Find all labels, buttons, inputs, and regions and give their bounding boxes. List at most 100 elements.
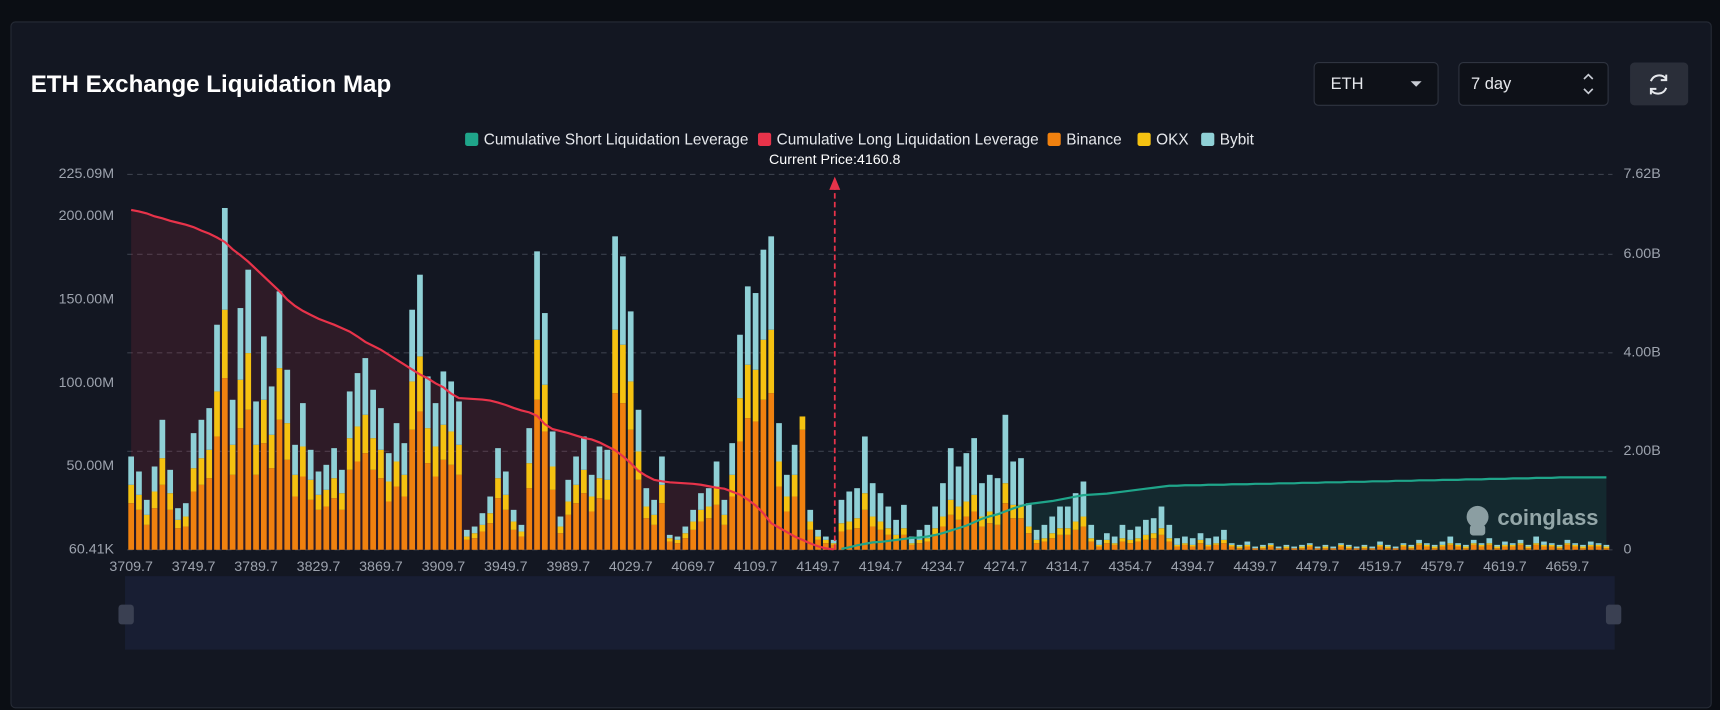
bar-segment bbox=[846, 521, 853, 530]
bar-segment bbox=[1228, 546, 1235, 550]
bar-segment bbox=[1424, 546, 1430, 550]
bar-segment bbox=[1603, 546, 1610, 549]
bar-segment bbox=[947, 514, 954, 550]
bar-segment bbox=[463, 529, 470, 537]
x-tick-label: 4274.7 bbox=[984, 559, 1028, 575]
bar-segment bbox=[1228, 544, 1235, 547]
y-tick-label: 50.00M bbox=[67, 458, 115, 474]
x-tick-label: 4069.7 bbox=[671, 559, 715, 575]
bars bbox=[128, 207, 1610, 550]
bar-segment bbox=[713, 504, 720, 550]
select-box[interactable] bbox=[1458, 62, 1609, 106]
bar-segment bbox=[214, 324, 220, 392]
bar-segment bbox=[206, 449, 213, 479]
bar-segment bbox=[557, 533, 564, 550]
legend-item[interactable]: Binance bbox=[1047, 132, 1122, 149]
bar-segment bbox=[1018, 504, 1024, 519]
bar-segment bbox=[1470, 543, 1477, 545]
bar-segment bbox=[1236, 546, 1243, 549]
bar-segment bbox=[1010, 518, 1017, 550]
legend-item[interactable]: Bybit bbox=[1201, 132, 1255, 149]
bar-segment bbox=[651, 499, 657, 515]
select-value[interactable]: ETH bbox=[1331, 75, 1364, 93]
bar-segment bbox=[479, 513, 486, 525]
bar-segment bbox=[1502, 544, 1508, 547]
legend-item[interactable]: Cumulative Long Liquidation Leverage bbox=[757, 132, 1039, 149]
bar-segment bbox=[1096, 546, 1102, 550]
bar-segment bbox=[1119, 524, 1126, 539]
bar-segment bbox=[744, 418, 751, 550]
bar-segment bbox=[674, 543, 681, 550]
bar-segment bbox=[799, 429, 806, 550]
bar-segment bbox=[245, 269, 252, 354]
bar-segment bbox=[1135, 526, 1141, 539]
bar-segment bbox=[635, 479, 642, 550]
slider-handle[interactable] bbox=[1605, 604, 1622, 625]
x-tick-label: 3949.7 bbox=[484, 559, 528, 575]
range-slider[interactable] bbox=[118, 576, 1622, 650]
bar-segment bbox=[1221, 529, 1227, 540]
bar-segment bbox=[776, 461, 782, 487]
bar-segment bbox=[1455, 544, 1461, 547]
bar-segment bbox=[908, 536, 915, 544]
bar-segment bbox=[838, 531, 845, 550]
slider-handle[interactable] bbox=[118, 604, 134, 625]
bar-segment bbox=[1345, 544, 1352, 547]
bar-segment bbox=[690, 521, 697, 530]
bar-segment bbox=[916, 529, 923, 540]
bar-segment bbox=[1260, 546, 1266, 549]
bar-segment bbox=[659, 484, 665, 504]
bar-segment bbox=[339, 469, 345, 494]
bar-segment bbox=[1525, 546, 1532, 549]
bar-segment bbox=[1143, 539, 1149, 550]
select-box[interactable] bbox=[1313, 62, 1439, 106]
x-tick-label: 3709.7 bbox=[109, 559, 153, 575]
bar-segment bbox=[994, 524, 1001, 550]
current-price-arrow bbox=[829, 176, 841, 190]
bar-segment bbox=[518, 536, 525, 550]
bar-segment bbox=[783, 496, 790, 512]
bar-segment bbox=[300, 403, 306, 447]
refresh-button[interactable] bbox=[1630, 62, 1689, 106]
bar-segment bbox=[1119, 541, 1126, 550]
bar-segment bbox=[136, 494, 142, 510]
legend-item[interactable]: OKX bbox=[1137, 132, 1189, 149]
bar-segment bbox=[1135, 541, 1141, 550]
bar-segment bbox=[128, 456, 134, 485]
bar-segment bbox=[643, 518, 650, 550]
bar-segment bbox=[682, 526, 689, 534]
legend-item[interactable]: Cumulative Short Liquidation Leverage bbox=[465, 132, 748, 149]
bar-segment bbox=[744, 286, 751, 365]
bar-segment bbox=[175, 519, 181, 529]
bar-segment bbox=[253, 401, 259, 445]
symbol-select[interactable]: ETH bbox=[1313, 62, 1439, 106]
y2-tick-label: 4.00B bbox=[1623, 345, 1660, 361]
period-select[interactable]: 7 day bbox=[1458, 62, 1609, 106]
bar-segment bbox=[869, 516, 876, 527]
select-value[interactable]: 7 day bbox=[1471, 75, 1512, 93]
bar-segment bbox=[565, 514, 572, 550]
x-tick-label: 4314.7 bbox=[1046, 559, 1090, 575]
button-bg[interactable] bbox=[1630, 62, 1689, 106]
bar-segment bbox=[1572, 544, 1579, 547]
bar-segment bbox=[627, 429, 634, 550]
bar-segment bbox=[924, 538, 931, 542]
bar-segment bbox=[1252, 546, 1259, 549]
bar-segment bbox=[1486, 544, 1493, 550]
legend-label: Cumulative Short Liquidation Leverage bbox=[484, 132, 749, 149]
bar-segment bbox=[565, 501, 572, 515]
bar-segment bbox=[1103, 539, 1110, 544]
bar-segment bbox=[924, 524, 931, 539]
bar-segment bbox=[284, 369, 291, 424]
current-price-label: Current Price:4160.8 bbox=[769, 152, 901, 168]
bar-segment bbox=[1166, 524, 1173, 539]
bar-segment bbox=[1455, 546, 1461, 550]
bar-segment bbox=[1463, 548, 1469, 550]
bar-segment bbox=[1041, 524, 1048, 539]
bar-segment bbox=[1431, 548, 1438, 550]
bar-segment bbox=[908, 544, 915, 550]
bar-segment bbox=[1072, 521, 1079, 530]
bar-segment bbox=[1509, 546, 1516, 550]
bar-segment bbox=[1018, 458, 1024, 505]
bar-segment bbox=[1111, 544, 1118, 550]
